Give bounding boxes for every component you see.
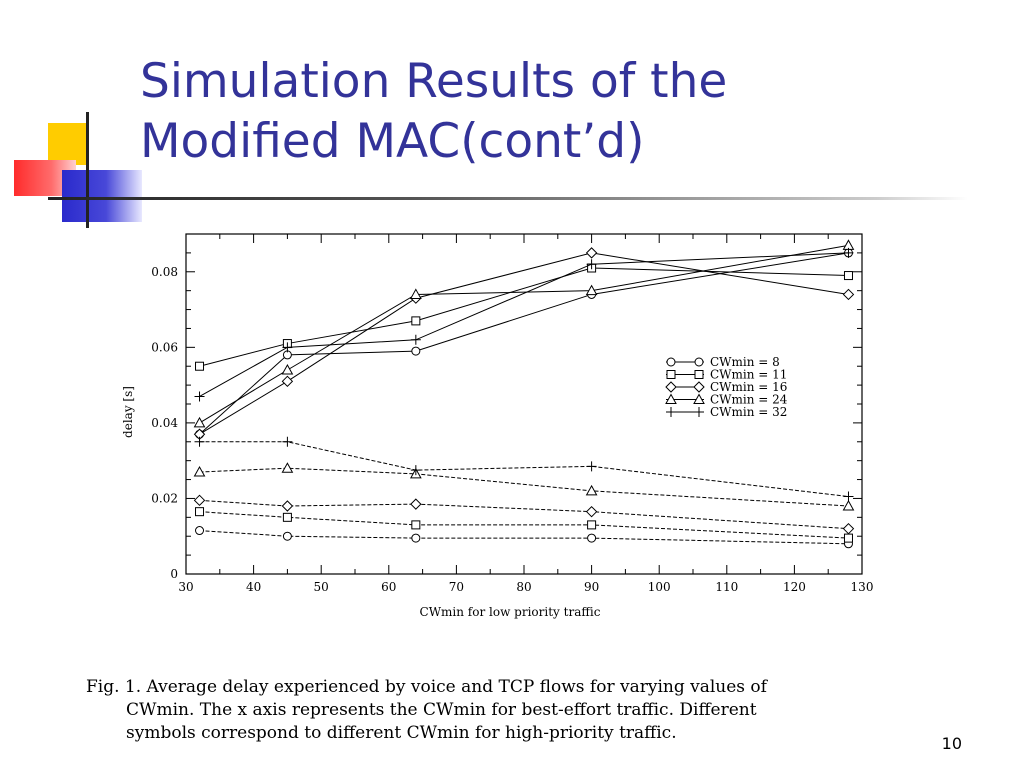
data-point-plus	[410, 465, 421, 476]
data-point-diamond	[842, 288, 855, 301]
slide-title-line2: Modified MAC(cont’d)	[140, 114, 645, 169]
deco-vertical-line	[86, 112, 89, 228]
data-point-square	[195, 361, 205, 371]
legend-label: CWmin = 32	[710, 405, 787, 419]
data-point-triangle	[842, 499, 855, 511]
caption-line2: CWmin. The x axis represents the CWmin f…	[126, 700, 757, 720]
data-point-circle	[587, 533, 597, 543]
data-point-square	[587, 520, 597, 530]
legend-marker-plus	[694, 407, 704, 417]
x-tick-label: 100	[648, 580, 671, 594]
x-tick-label: 80	[516, 580, 531, 594]
y-tick-label: 0.06	[151, 340, 178, 354]
legend-marker-triangle	[665, 393, 677, 404]
data-point-triangle	[585, 284, 598, 296]
data-point-triangle	[193, 465, 206, 477]
data-point-circle	[411, 533, 421, 543]
y-tick-label: 0	[170, 567, 178, 581]
slide-number: 10	[941, 734, 962, 753]
legend-marker-square	[694, 370, 704, 379]
data-point-plus	[586, 259, 597, 270]
legend-label: CWmin = 8	[710, 355, 780, 369]
data-point-diamond	[410, 498, 422, 510]
series-line-10	[199, 441, 849, 498]
data-point-plus	[843, 491, 854, 502]
legend-label: CWmin = 16	[710, 380, 787, 394]
data-point-square	[843, 533, 853, 543]
y-tick-label: 0.02	[151, 491, 178, 505]
y-tick-label: 0.08	[151, 265, 178, 279]
x-tick-label: 50	[314, 580, 329, 594]
caption-line1: Fig. 1. Average delay experienced by voi…	[86, 677, 767, 697]
data-point-triangle	[281, 363, 294, 375]
data-point-diamond	[585, 505, 598, 518]
data-point-diamond	[585, 247, 598, 259]
legend-marker-diamond	[693, 381, 705, 393]
series-line-9	[199, 467, 849, 507]
legend-marker-plus	[666, 407, 676, 417]
legend-marker-square	[666, 370, 676, 379]
data-point-plus	[282, 436, 293, 447]
data-point-diamond	[281, 375, 294, 388]
legend-label: CWmin = 24	[710, 393, 788, 407]
data-point-square	[282, 512, 292, 522]
series-line-6	[199, 530, 849, 545]
deco-yellow-square	[48, 123, 86, 165]
data-point-triangle	[585, 484, 598, 496]
data-point-plus	[282, 342, 293, 353]
legend-marker-circle	[694, 357, 704, 367]
slide-title-line1: Simulation Results of the	[140, 54, 728, 109]
x-tick-label: 40	[246, 580, 261, 594]
data-point-square	[411, 520, 421, 530]
legend-marker-triangle	[693, 393, 705, 404]
data-point-diamond	[281, 500, 294, 512]
data-point-plus	[194, 436, 205, 447]
data-point-triangle	[409, 288, 422, 299]
x-axis-label: CWmin for low priority traffic	[420, 605, 601, 619]
series-line-7	[199, 511, 849, 539]
x-tick-label: 90	[584, 580, 599, 594]
data-point-diamond	[193, 494, 206, 507]
data-point-triangle	[281, 462, 294, 473]
x-tick-label: 60	[381, 580, 396, 594]
data-point-plus	[843, 247, 854, 258]
figure-caption: Fig. 1. Average delay experienced by voi…	[86, 676, 966, 745]
x-tick-label: 110	[715, 580, 738, 594]
data-point-square	[195, 507, 205, 517]
data-point-plus	[194, 391, 205, 402]
data-point-square	[411, 316, 421, 326]
x-tick-label: 130	[851, 580, 874, 594]
x-tick-label: 120	[783, 580, 806, 594]
y-tick-label: 0.04	[151, 416, 178, 430]
legend-marker-circle	[666, 357, 676, 367]
data-point-circle	[282, 531, 292, 541]
x-tick-label: 30	[178, 580, 193, 594]
data-point-plus	[586, 461, 597, 472]
slide-title: Simulation Results of the Modified MAC(c…	[140, 52, 727, 172]
y-axis-label: delay [s]	[121, 386, 135, 438]
data-point-circle	[195, 526, 205, 536]
x-tick-label: 70	[449, 580, 464, 594]
data-point-square	[843, 271, 853, 281]
deco-blue-square	[62, 170, 142, 222]
legend-marker-diamond	[665, 381, 677, 393]
deco-horizontal-line	[48, 197, 968, 200]
series-line-2	[199, 267, 849, 367]
data-point-circle	[411, 346, 421, 356]
caption-line3: symbols correspond to different CWmin fo…	[126, 723, 677, 743]
data-point-plus	[410, 334, 421, 345]
data-point-triangle	[193, 416, 206, 428]
legend-label: CWmin = 11	[710, 368, 787, 382]
delay-chart: 30 40 50 60 70 80 90 100 110 120 130 0 0.02 0.04 0.06 0…	[121, 233, 874, 619]
data-point-diamond	[842, 522, 855, 535]
